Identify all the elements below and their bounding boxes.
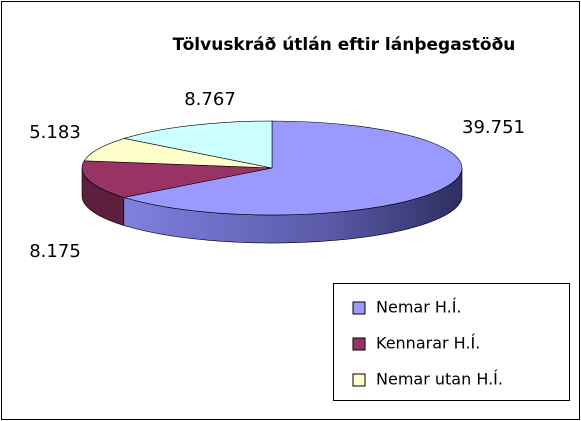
legend-swatch bbox=[352, 337, 366, 351]
legend-label: Nemar utan H.Í. bbox=[376, 370, 503, 389]
pie-slice bbox=[123, 120, 463, 216]
data-label: 8.767 bbox=[184, 89, 236, 110]
data-label: 5.183 bbox=[29, 122, 81, 143]
pie-slice bbox=[83, 138, 273, 169]
legend-label: Kennarar H.Í. bbox=[376, 334, 480, 353]
legend-swatch bbox=[352, 301, 366, 315]
data-label: 8.175 bbox=[29, 241, 81, 262]
legend-box bbox=[333, 283, 570, 401]
chart-title: Tölvuskráð útlán eftir lánþegastöðu bbox=[173, 35, 516, 55]
legend-label: Nemar H.Í. bbox=[376, 298, 462, 317]
data-label: 39.751 bbox=[462, 117, 525, 138]
pie-slice bbox=[124, 120, 273, 169]
pie-slice bbox=[81, 160, 273, 198]
legend-swatch bbox=[352, 373, 366, 387]
